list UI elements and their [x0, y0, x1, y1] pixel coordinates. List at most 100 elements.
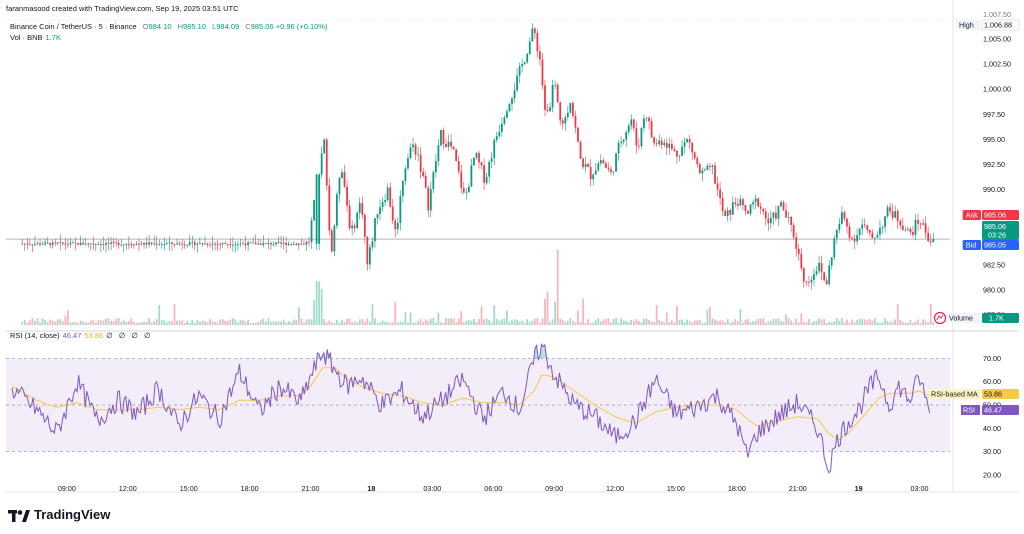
volume-bar: [622, 320, 625, 325]
candle-body: [422, 171, 425, 177]
volume-bar: [135, 322, 138, 325]
volume-bar: [204, 321, 206, 325]
candle-body: [399, 195, 402, 224]
candle-body: [26, 243, 29, 245]
volume-bar: [726, 319, 729, 325]
candle-body: [927, 232, 930, 241]
candle-body: [39, 243, 41, 245]
candle-body: [79, 242, 82, 245]
volume-bar: [528, 322, 531, 325]
candle-body: [566, 112, 569, 118]
volume-bar: [143, 321, 145, 325]
volume-bar: [186, 320, 189, 325]
rsi-legend[interactable]: RSI (14, close) 46.47 53.86 ∅ ∅ ∅ ∅: [10, 331, 153, 340]
candle-body: [754, 198, 757, 203]
volume-bar: [242, 320, 244, 325]
volume-bar: [328, 320, 331, 325]
volume-legend-label[interactable]: Vol · BNB: [10, 33, 43, 42]
volume-bar: [442, 322, 445, 325]
volume-bar: [168, 320, 171, 325]
volume-bar: [769, 320, 772, 325]
candle-body: [863, 224, 866, 226]
volume-bar: [110, 320, 112, 325]
candle-body: [107, 243, 110, 245]
volume-bar: [282, 319, 285, 325]
volume-bar: [54, 321, 57, 325]
candle-body: [133, 244, 135, 246]
candle-body: [752, 202, 754, 205]
volume-bar: [640, 322, 643, 325]
volume-bar: [554, 301, 557, 325]
volume-bar: [648, 319, 650, 325]
volume-bar: [627, 322, 630, 325]
candle-body: [533, 28, 536, 34]
rsi-pane[interactable]: [6, 343, 950, 474]
rsi-tick-label: 60.00: [983, 377, 1001, 386]
candle-body: [36, 243, 39, 245]
volume-bar: [292, 319, 295, 325]
volume-bar: [102, 320, 105, 325]
volume-bar: [742, 322, 744, 325]
candle-body: [574, 115, 577, 128]
volume-bar: [409, 312, 412, 325]
candle-body: [427, 187, 430, 211]
volume-bar: [201, 320, 204, 325]
candle-body: [828, 265, 831, 285]
volume-bar: [67, 310, 69, 325]
symbol-name[interactable]: Binance Coin / TetherUS · 5 · Binance: [10, 22, 137, 31]
candle-body: [772, 212, 775, 218]
price-pane[interactable]: [6, 23, 950, 325]
volume-bar: [379, 322, 381, 325]
volume-bar: [884, 318, 886, 325]
symbol-legend[interactable]: Binance Coin / TetherUS · 5 · Binance O9…: [10, 22, 327, 31]
candle-body: [467, 186, 470, 193]
volume-bar: [51, 320, 54, 325]
candle-body: [569, 102, 572, 113]
candle-body: [77, 243, 79, 245]
volume-bar: [691, 322, 694, 325]
rsi-legend-label[interactable]: RSI (14, close): [10, 331, 60, 340]
candle-body: [884, 216, 886, 228]
volume-bar: [23, 320, 26, 325]
volume-bar: [323, 318, 326, 325]
volume-bar: [698, 319, 701, 325]
volume-bar: [358, 319, 361, 325]
candle-body: [734, 202, 737, 204]
candle-body: [239, 243, 242, 245]
candle-body: [813, 274, 815, 280]
volume-bar: [160, 320, 163, 325]
candle-body: [696, 158, 699, 165]
candle-body: [201, 243, 204, 245]
candle-body: [645, 117, 648, 119]
candle-body: [54, 242, 57, 244]
volume-bar: [891, 321, 894, 325]
volume-bar: [480, 306, 483, 325]
volume-bar: [833, 321, 836, 325]
candle-body: [193, 242, 196, 246]
candle-body: [810, 279, 813, 283]
volume-bar: [363, 321, 366, 325]
volume-bar: [719, 320, 721, 325]
candle-body: [341, 172, 343, 178]
candle-body: [541, 59, 544, 86]
volume-bar: [64, 315, 67, 325]
volume-bar: [536, 318, 539, 325]
volume-bar: [830, 322, 833, 325]
candle-body: [848, 226, 851, 238]
high-label-tag: [956, 20, 980, 30]
volume-bar: [89, 320, 92, 325]
volume-bar: [490, 322, 493, 325]
volume-bar: [828, 321, 831, 325]
candle-body: [56, 242, 59, 244]
volume-legend[interactable]: Vol · BNB 1.7K: [10, 33, 61, 42]
volume-bar: [120, 321, 123, 325]
candle-body: [475, 152, 478, 158]
volume-bar: [541, 318, 544, 325]
candle-body: [688, 138, 691, 143]
candle-body: [823, 272, 826, 281]
volume-bar: [419, 318, 422, 325]
alert-icon[interactable]: [933, 311, 947, 325]
volume-bar: [153, 321, 156, 325]
last-price-value: 985.06: [984, 222, 1006, 231]
